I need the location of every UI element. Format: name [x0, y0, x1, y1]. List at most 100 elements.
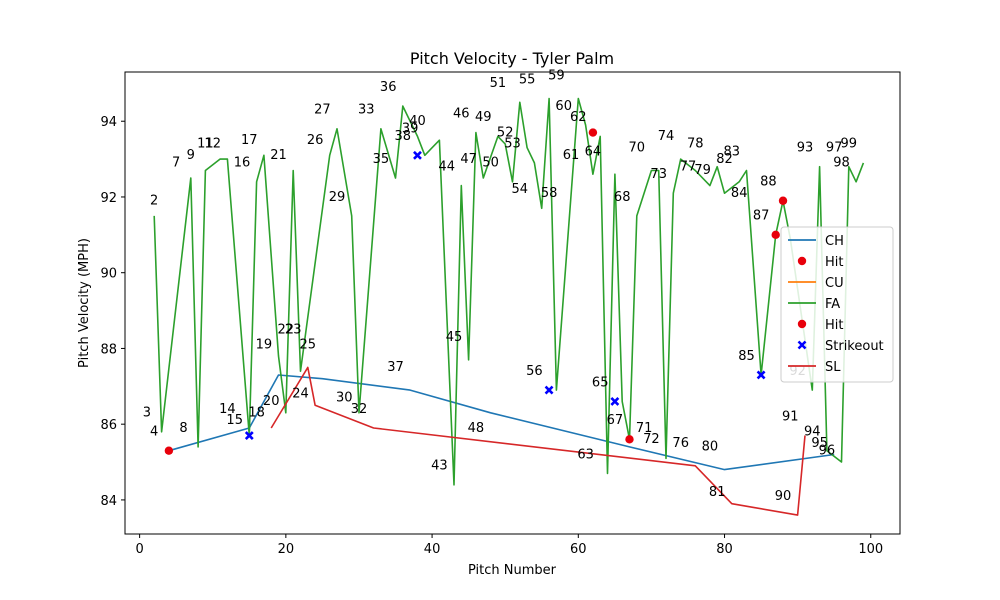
y-tick-label-92: 92 — [100, 191, 117, 206]
legend-label-hit-1: Hit — [825, 255, 843, 270]
pitch-label-38: 38 — [395, 129, 412, 144]
legend-swatch-hit-4 — [797, 319, 807, 329]
x-axis-label: Pitch Number — [468, 563, 557, 578]
pitch-label-63: 63 — [577, 447, 594, 462]
y-tick-label-94: 94 — [100, 115, 117, 130]
y-tick-label-88: 88 — [100, 342, 117, 357]
pitch-label-51: 51 — [490, 76, 507, 91]
point-hit-4-0 — [588, 128, 598, 137]
pitch-label-95: 95 — [811, 436, 828, 451]
pitch-label-25: 25 — [300, 337, 317, 352]
pitch-label-79: 79 — [694, 163, 711, 178]
pitch-label-49: 49 — [475, 110, 492, 125]
pitch-label-53: 53 — [504, 137, 521, 152]
pitch-label-60: 60 — [555, 99, 572, 114]
pitch-label-84: 84 — [731, 186, 748, 201]
pitch-label-22: 22 — [278, 322, 295, 337]
pitch-label-77: 77 — [680, 160, 697, 175]
pitch-label-88: 88 — [760, 175, 777, 190]
pitch-label-87: 87 — [753, 209, 770, 224]
pitch-label-18: 18 — [248, 406, 265, 421]
pitch-label-97: 97 — [826, 141, 843, 156]
legend: CH Hit CU FA Hit Strikeout SL — [780, 226, 894, 383]
point-strikeout-0 — [244, 431, 254, 440]
pitch-label-85: 85 — [738, 349, 755, 364]
pitch-label-72: 72 — [643, 432, 660, 447]
x-tick-label-20: 20 — [278, 542, 295, 557]
pitch-label-99: 99 — [841, 137, 858, 152]
pitch-label-81: 81 — [709, 485, 726, 500]
pitch-label-76: 76 — [672, 436, 689, 451]
point-hit-4-1 — [625, 435, 634, 444]
pitch-label-2: 2 — [150, 194, 158, 209]
y-tick-label-86: 86 — [100, 418, 117, 433]
pitch-label-12: 12 — [204, 137, 221, 152]
point-hit-4-3 — [778, 196, 788, 205]
pitch-label-4: 4 — [150, 425, 158, 440]
pitch-label-32: 32 — [351, 402, 368, 417]
chart-title: Pitch Velocity - Tyler Palm — [410, 49, 614, 68]
pitch-label-37: 37 — [387, 360, 404, 375]
x-tick-label-60: 60 — [570, 542, 587, 557]
pitch-label-17: 17 — [241, 133, 258, 148]
pitch-label-30: 30 — [336, 391, 353, 406]
legend-label-strikeout-5: Strikeout — [825, 339, 884, 354]
legend-swatch-hit-1 — [797, 256, 807, 266]
y-tick-label-84: 84 — [100, 494, 117, 509]
pitch-label-35: 35 — [373, 152, 390, 167]
pitch-label-54: 54 — [512, 182, 529, 197]
pitch-label-39: 39 — [402, 122, 419, 137]
series-line-ch — [168, 374, 835, 471]
point-strikeout-4 — [756, 370, 766, 380]
pitch-label-74: 74 — [658, 129, 675, 144]
pitch-label-61: 61 — [563, 148, 580, 163]
pitch-label-24: 24 — [292, 387, 309, 402]
pitch-label-52: 52 — [497, 125, 514, 140]
pitch-label-83: 83 — [724, 144, 741, 159]
pitch-label-50: 50 — [482, 156, 499, 171]
point-strikeout-3 — [610, 397, 620, 406]
pitch-label-96: 96 — [819, 444, 836, 459]
pitch-label-3: 3 — [143, 406, 151, 421]
pitch-label-59: 59 — [548, 69, 565, 84]
pitch-label-11: 11 — [197, 137, 214, 152]
pitch-label-36: 36 — [380, 80, 397, 95]
pitch-label-21: 21 — [270, 148, 287, 163]
pitch-label-15: 15 — [226, 413, 243, 428]
pitch-label-90: 90 — [775, 489, 792, 504]
pitch-label-80: 80 — [702, 440, 719, 455]
pitch-label-9: 9 — [187, 148, 195, 163]
legend-label-sl-6: SL — [825, 360, 841, 375]
series-line-fa — [153, 97, 865, 486]
pitch-label-14: 14 — [219, 402, 236, 417]
pitch-label-67: 67 — [607, 413, 624, 428]
pitch-label-46: 46 — [453, 106, 470, 121]
pitch-label-56: 56 — [526, 364, 543, 379]
series-layer — [153, 97, 865, 516]
legend-label-ch-0: CH — [825, 234, 844, 249]
pitch-label-40: 40 — [409, 114, 426, 129]
pitch-label-43: 43 — [431, 459, 448, 474]
pitch-label-94: 94 — [804, 425, 821, 440]
point-hit-4-2 — [771, 230, 780, 240]
y-tick-label-90: 90 — [100, 267, 117, 282]
pitch-label-73: 73 — [650, 167, 667, 182]
legend-swatch-strikeout-5 — [797, 340, 807, 350]
x-tick-label-0: 0 — [135, 542, 143, 557]
pitch-label-82: 82 — [716, 152, 733, 167]
pitch-label-93: 93 — [797, 141, 814, 156]
pitch-label-33: 33 — [358, 103, 375, 118]
pitch-label-8: 8 — [179, 421, 187, 436]
legend-label-fa-3: FA — [825, 297, 840, 312]
legend-label-hit-4: Hit — [825, 318, 843, 333]
pitch-label-55: 55 — [519, 72, 536, 87]
pitch-label-98: 98 — [833, 156, 850, 171]
pitch-label-71: 71 — [636, 421, 653, 436]
pitch-label-26: 26 — [307, 133, 324, 148]
pitch-label-47: 47 — [460, 152, 477, 167]
pitch-label-64: 64 — [585, 144, 602, 159]
legend-label-cu-2: CU — [825, 276, 844, 291]
pitch-label-62: 62 — [570, 110, 587, 125]
